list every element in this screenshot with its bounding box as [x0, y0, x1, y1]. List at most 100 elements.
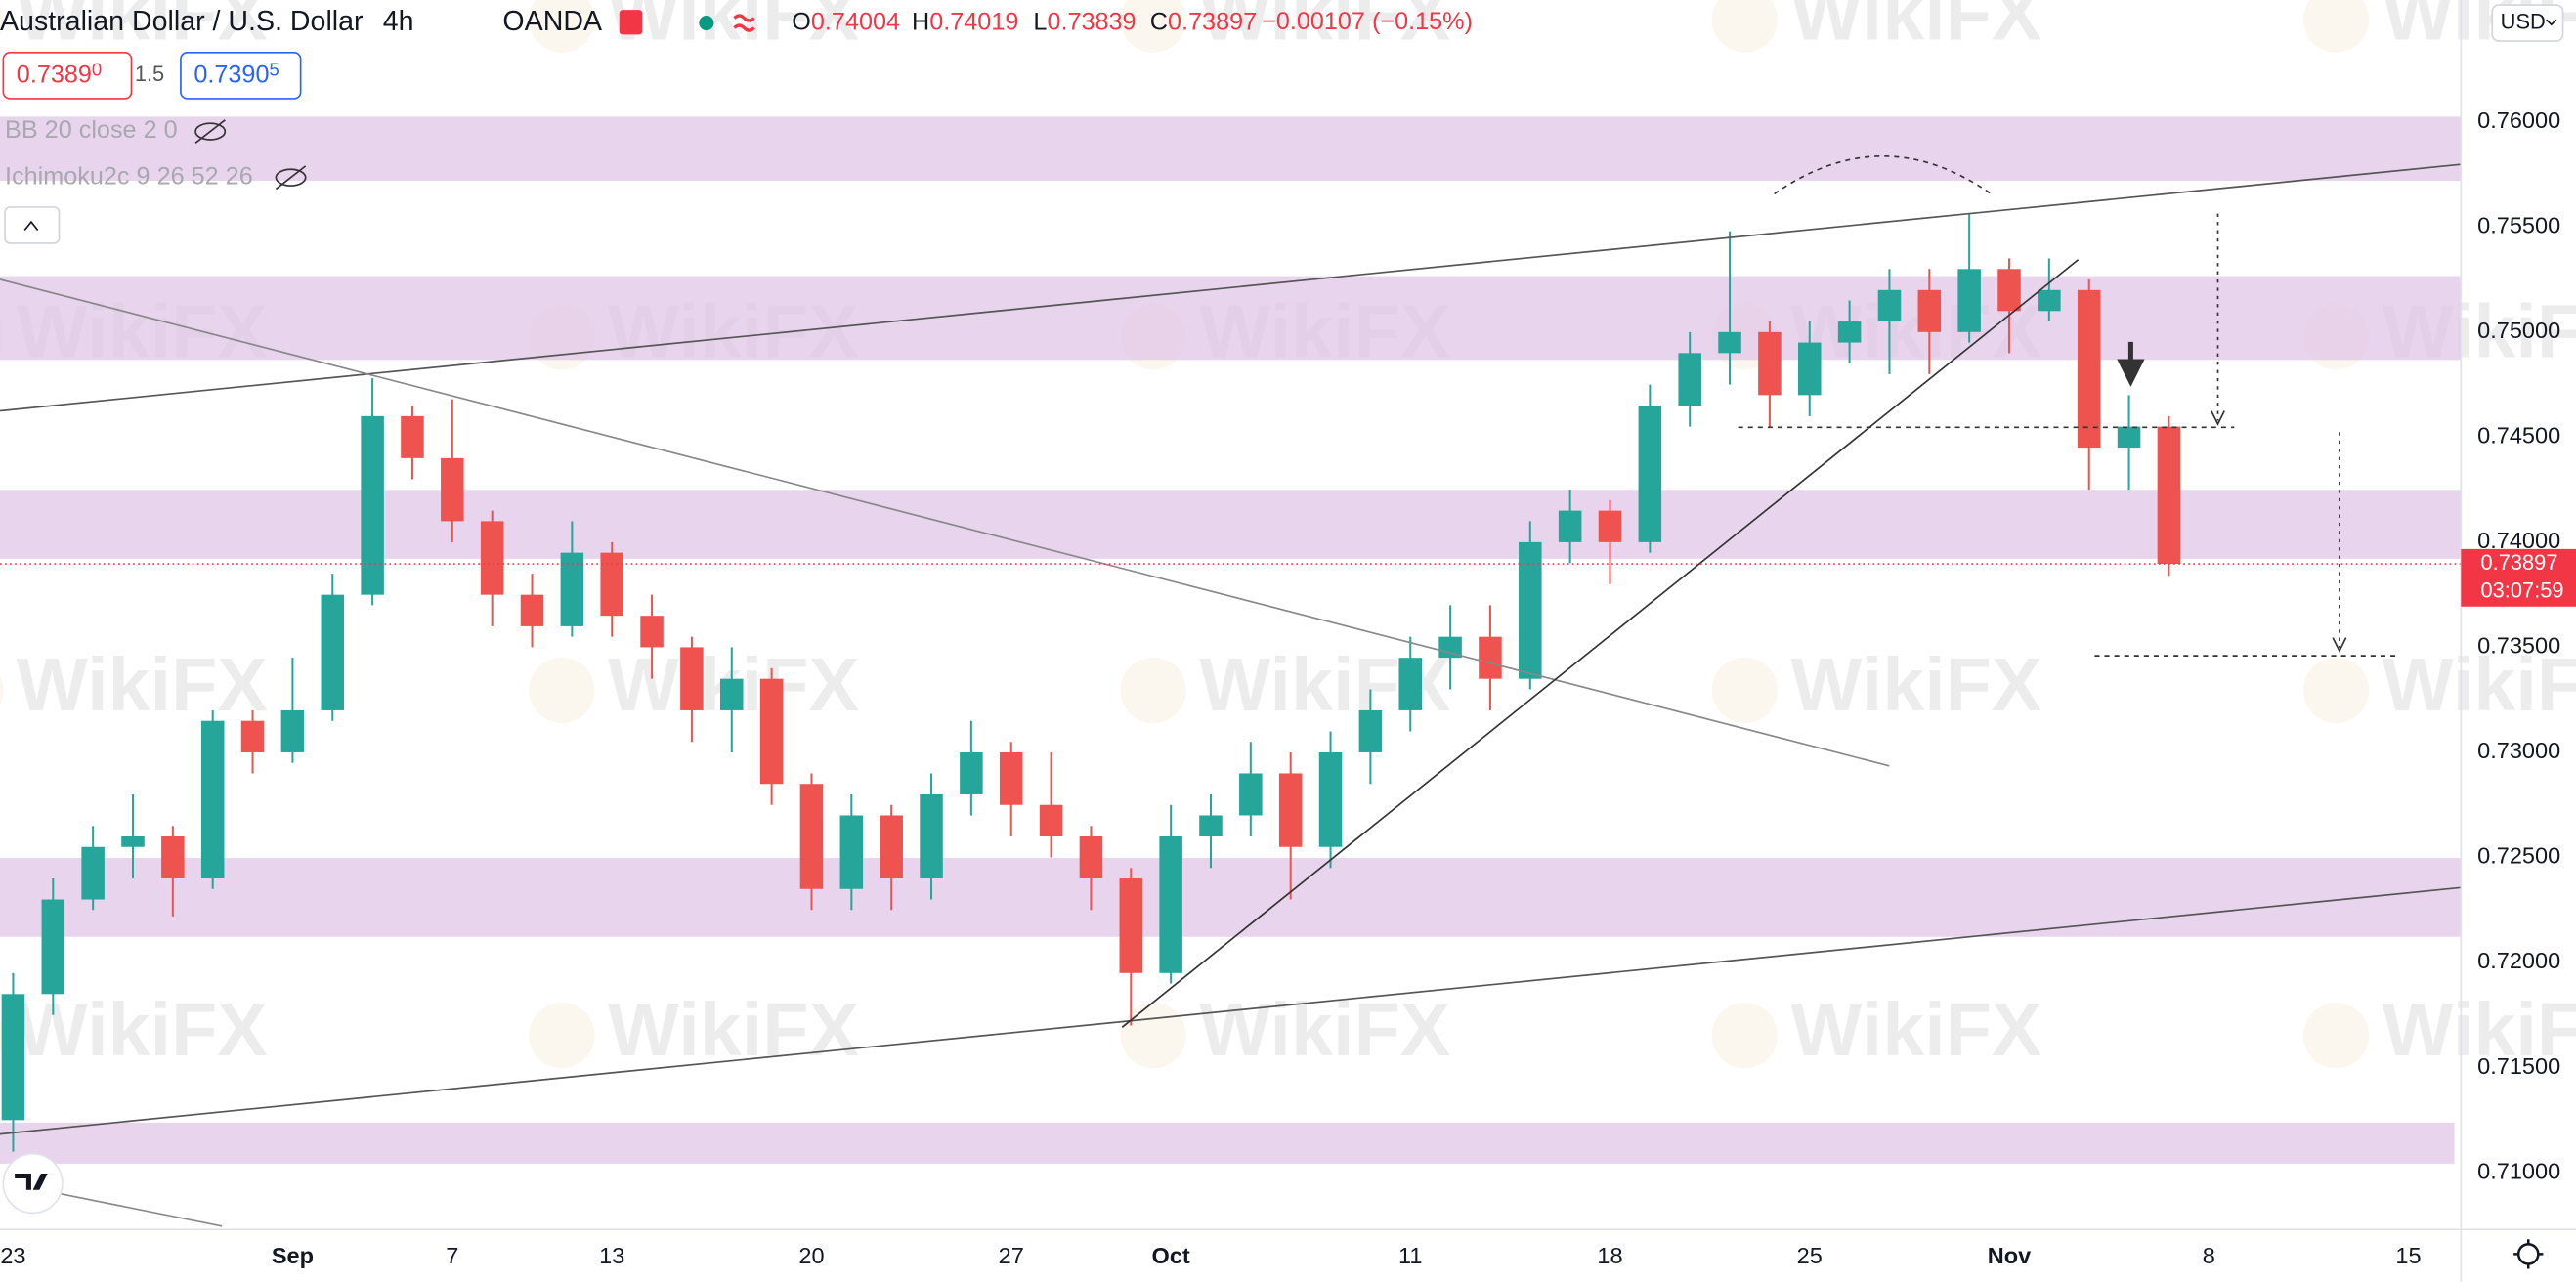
watermark-logo	[2302, 0, 2370, 53]
candle-body	[799, 784, 824, 889]
zone	[0, 1122, 2455, 1164]
x-tick-label: 8	[2203, 1243, 2215, 1268]
y-tick-label: 0.72000	[2477, 948, 2560, 973]
currency[interactable]: USD	[2501, 9, 2546, 33]
watermark-logo	[1711, 657, 1778, 724]
x-tick-label: 27	[999, 1243, 1024, 1268]
x-tick-label: 15	[2395, 1243, 2421, 1268]
zones	[0, 116, 2462, 1164]
candle-body	[1519, 541, 1542, 679]
sell-button[interactable]	[2, 51, 133, 100]
status-dot	[699, 15, 714, 31]
ohlc-item: O0.74004	[792, 8, 900, 35]
zone	[0, 490, 2462, 559]
candle-body	[1558, 510, 1582, 542]
x-tick-label: Sep	[272, 1243, 314, 1268]
watermark-logo	[529, 0, 595, 53]
candle-body	[1079, 835, 1103, 879]
x-tick-label: Nov	[1988, 1243, 2031, 1268]
ohlc-item: L0.73839	[1033, 8, 1136, 35]
ohlc-value: 0.73897	[1168, 8, 1257, 35]
price-main: 0.7390	[193, 61, 269, 88]
watermark-logo	[1120, 657, 1186, 724]
chevron	[2546, 19, 2557, 26]
x-tick-label: 7	[446, 1243, 458, 1268]
candle-body	[1358, 709, 1383, 752]
y-tick-label: 0.74500	[2477, 423, 2560, 449]
logo[interactable]	[2, 1152, 64, 1215]
candle-body	[1718, 331, 1741, 354]
watermark-logo	[1120, 0, 1186, 53]
x-tick-label: 13	[599, 1243, 624, 1268]
price-main: 0.7389	[17, 61, 92, 88]
candle-body	[960, 751, 983, 794]
candle-body	[1318, 751, 1343, 847]
candle-body	[480, 521, 504, 595]
watermark: WikiFX	[17, 643, 268, 727]
last-price-box	[2461, 548, 2576, 607]
watermark: WikiFX	[608, 0, 859, 57]
candle-body	[880, 815, 903, 879]
candle-body	[1997, 269, 2021, 312]
zone	[0, 858, 2462, 937]
candle-body	[520, 594, 544, 626]
arrow-head	[2211, 410, 2225, 426]
watermark: WikiFX	[1790, 643, 2041, 727]
price-pip: 5	[269, 59, 279, 79]
y-tick-label: 0.74000	[2477, 528, 2560, 553]
indicator-label[interactable]: Ichimoku2c 9 26 52 26	[5, 162, 253, 190]
trend-line	[49, 1190, 223, 1227]
hide-icon[interactable]	[194, 119, 227, 145]
indicator-label[interactable]: BB 20 close 2 0	[5, 116, 178, 144]
hide-icon[interactable]	[275, 165, 307, 191]
candle-body	[81, 846, 105, 900]
candles	[1, 214, 2181, 1152]
trend-line	[0, 278, 1890, 767]
ohlc-label: C	[1150, 8, 1168, 35]
ohlc-item: H0.74019	[912, 8, 1018, 35]
arrow-head	[2332, 637, 2347, 653]
x-tick-label: 25	[1797, 1243, 1823, 1268]
collapse-button[interactable]	[4, 206, 61, 244]
x-tick-label: 11	[1398, 1243, 1422, 1268]
watermark-logo	[2302, 657, 2370, 724]
candle-body	[361, 415, 384, 595]
candle-body	[720, 678, 744, 710]
candle-body	[920, 793, 943, 879]
candle-body	[1758, 331, 1782, 396]
logo-mark	[15, 1173, 48, 1190]
candle-body	[1119, 878, 1143, 973]
spread: 1.5	[135, 62, 164, 86]
buy-button[interactable]	[180, 51, 302, 100]
candle-body	[401, 415, 424, 458]
ohlc-label: O	[792, 8, 811, 35]
watermark-logo	[1711, 0, 1778, 53]
y-tick-label: 0.76000	[2477, 107, 2560, 133]
candle-body	[600, 552, 623, 617]
y-tick-label: 0.73500	[2477, 633, 2560, 659]
sell-price[interactable]: 0.73890	[17, 59, 102, 88]
y-tick-label: 0.71000	[2477, 1158, 2560, 1183]
candle-body	[121, 835, 145, 847]
watermark: WikiFX	[17, 988, 268, 1072]
watermark-logo	[0, 5, 4, 34]
y-tick-label: 0.75500	[2477, 212, 2560, 237]
watermark-logo	[1120, 1003, 1186, 1069]
chevron	[23, 220, 39, 232]
exchange: OANDA	[502, 6, 602, 37]
last-price-label: 0.73897	[2480, 550, 2557, 575]
candle-body	[640, 616, 664, 648]
candle-body	[999, 751, 1023, 805]
buy-price[interactable]: 0.73905	[193, 59, 279, 88]
axes: 0.76000 0.75500 0.75000 0.74500 0.74000 0.735…	[0, 107, 2560, 1268]
watermark-logo	[0, 675, 4, 705]
candle-body	[680, 647, 704, 710]
ohlc-label: H	[912, 8, 929, 35]
currency-button[interactable]	[2491, 4, 2564, 42]
candle-body	[1957, 269, 1981, 332]
settings-teeth	[2513, 1239, 2544, 1269]
watermark: WikiFX	[2383, 643, 2576, 727]
trend-line	[0, 163, 2462, 412]
change: −0.00107 (−0.15%)	[1262, 8, 1473, 35]
